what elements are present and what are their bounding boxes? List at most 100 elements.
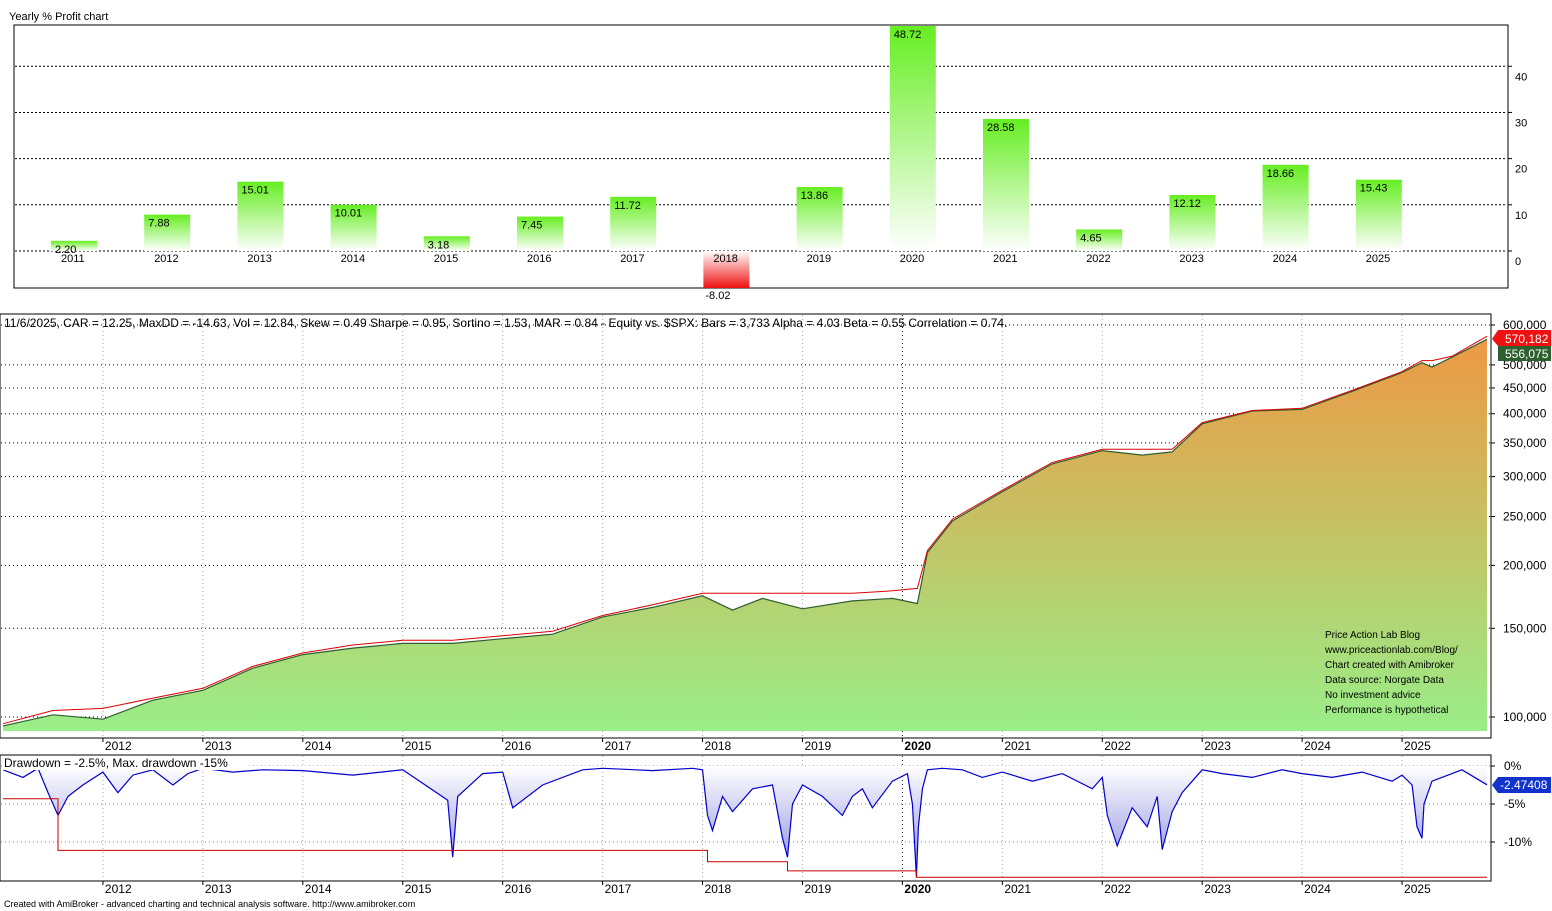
drawdown-x-tick-label: 2015 [405, 882, 432, 896]
equity-y-tick-label: 200,000 [1503, 558, 1547, 572]
yearly-category-label: 2023 [1179, 253, 1203, 265]
watermark-line-4: Data source: Norgate Data [1325, 675, 1444, 686]
yearly-y-tick-label: 10 [1515, 210, 1527, 222]
yearly-profit-bar [237, 181, 284, 251]
drawdown-y-tick-label: 0% [1504, 759, 1522, 773]
drawdown-x-tick-label: 2012 [105, 882, 132, 896]
equity-x-tick-label: 2018 [705, 739, 732, 753]
yearly-profit-y-axis: 40 30 20 10 0 [1508, 65, 1527, 268]
equity-x-tick-label: 2017 [605, 739, 632, 753]
drawdown-x-tick-label: 2017 [605, 882, 632, 896]
yearly-profit-bar [983, 118, 1029, 251]
yearly-category-label: 2017 [620, 253, 644, 265]
max-drawdown-line [3, 798, 1487, 878]
equity-y-tick-label: 100,000 [1503, 710, 1547, 724]
equity-y-axis: 600,000 500,000 450,000 400,000 350,000 300,0… [1491, 318, 1547, 724]
equity-x-tick-label: 2023 [1204, 739, 1231, 753]
yearly-profit-bar [1076, 229, 1123, 251]
yearly-profit-bar [796, 186, 843, 251]
drawdown-x-tick-label: 2018 [705, 882, 732, 896]
equity-y-tick-label: 400,000 [1503, 407, 1547, 421]
yearly-category-label: 2015 [434, 253, 458, 265]
equity-y-tick-label: 600,000 [1503, 318, 1547, 332]
yearly-profit-bar [610, 196, 657, 251]
equity-last-value-tags: 570,182 556,075 [1492, 330, 1551, 361]
drawdown-curve-line [2, 767, 1488, 878]
drawdown-x-tick-label: 2021 [1004, 882, 1031, 896]
footer-credit: Created with AmiBroker - advanced charti… [4, 899, 415, 909]
yearly-profit-value-label: 18.66 [1267, 168, 1295, 180]
drawdown-title: Drawdown = -2.5%, Max. drawdown -15% [4, 756, 228, 770]
yearly-y-tick-label: 20 [1515, 164, 1527, 176]
equity-y-tick-label: 150,000 [1503, 621, 1547, 635]
yearly-profit-bar [51, 240, 97, 251]
drawdown-x-tick-label: 2020 [904, 882, 931, 896]
yearly-category-label: 2012 [154, 253, 178, 265]
drawdown-x-tick-label: 2024 [1304, 882, 1331, 896]
equity-value-tag-green [1498, 346, 1551, 361]
equity-x-tick-label: 2015 [405, 739, 432, 753]
yearly-category-label: 2018 [713, 253, 737, 265]
yearly-profit-value-label: 10.01 [335, 208, 363, 220]
drawdown-last-value-tag: -2.47408 [1492, 777, 1551, 793]
yearly-category-label: 2011 [61, 253, 85, 265]
yearly-category-label: 2016 [527, 253, 551, 265]
drawdown-x-tick-label: 2023 [1204, 882, 1231, 896]
yearly-profit-value-label: 28.58 [987, 122, 1015, 134]
watermark-line-3: Chart created with Amibroker [1325, 660, 1455, 671]
equity-area-fill [3, 339, 1487, 731]
yearly-profit-bar [889, 26, 936, 251]
yearly-profit-bar [1355, 179, 1402, 251]
equity-panel[interactable]: 11/6/2025, CAR = 12.25, MaxDD = -14.63, … [0, 313, 1551, 753]
drawdown-y-axis: 0% -5% -10% [1491, 759, 1532, 849]
equity-curve-line [2, 338, 1488, 727]
yearly-y-tick-label: 30 [1515, 117, 1527, 129]
drawdown-title-backdrop [2, 756, 246, 770]
yearly-profit-value-label: 12.12 [1173, 198, 1201, 210]
equity-highwater-line [2, 335, 1488, 725]
yearly-category-label: 2020 [900, 253, 924, 265]
drawdown-x-tick-label: 2022 [1104, 882, 1131, 896]
drawdown-x-tick-label: 2019 [804, 882, 831, 896]
equity-curve-group [2, 335, 1488, 731]
watermark-line-2: www.priceactionlab.com/Blog/ [1324, 645, 1458, 656]
equity-x-axis: 2012 2013 2014 2015 2016 2017 2018 2019 2020 2021… [102, 738, 1431, 753]
equity-x-tick-label: 2021 [1004, 739, 1031, 753]
equity-y-tick-label: 500,000 [1503, 358, 1547, 372]
yearly-profit-plot-frame [13, 24, 1509, 289]
drawdown-x-tick-label: 2025 [1404, 882, 1431, 896]
yearly-profit-value-label: 15.43 [1360, 183, 1388, 195]
yearly-category-label: 2014 [341, 253, 365, 265]
yearly-category-label: 2024 [1273, 253, 1297, 265]
equity-x-tick-label: 2020 [904, 739, 931, 753]
drawdown-curve-group [2, 766, 1488, 878]
equity-x-tick-label: 2016 [505, 739, 532, 753]
equity-x-tick-label: 2025 [1404, 739, 1431, 753]
equity-x-tick-label: 2024 [1304, 739, 1331, 753]
equity-value-tag-red-text: 570,182 [1505, 332, 1549, 346]
drawdown-area-fill [3, 766, 1487, 877]
equity-x-tick-label: 2022 [1104, 739, 1131, 753]
equity-x-tick-label: 2014 [305, 739, 332, 753]
drawdown-panel[interactable]: Drawdown = -2.5%, Max. drawdown -15% 0% -… [0, 754, 1551, 896]
drawdown-plot-frame [0, 754, 1492, 882]
yearly-profit-value-label: 2.20 [55, 244, 76, 256]
watermark-block: Price Action Lab Blog www.priceactionlab… [1324, 630, 1458, 716]
yearly-profit-title: Yearly % Profit chart [9, 11, 108, 23]
yearly-profit-bar [144, 214, 191, 251]
yearly-y-tick-label: 40 [1515, 71, 1527, 83]
equity-x-tick-label: 2019 [804, 739, 831, 753]
yearly-y-tick-label: 0 [1515, 256, 1521, 268]
drawdown-x-tick-label: 2013 [205, 882, 232, 896]
yearly-profit-bar [330, 204, 377, 251]
watermark-line-1: Price Action Lab Blog [1325, 630, 1420, 641]
yearly-profit-value-label: 4.65 [1080, 232, 1101, 244]
yearly-category-label: 2013 [247, 253, 271, 265]
equity-x-tick-label: 2012 [105, 739, 132, 753]
yearly-profit-value-label: 7.88 [148, 218, 169, 230]
drawdown-x-axis: 2012 2013 2014 2015 2016 2017 2018 2019 2020 2021… [102, 881, 1431, 896]
drawdown-y-tick-label: -10% [1504, 835, 1532, 849]
